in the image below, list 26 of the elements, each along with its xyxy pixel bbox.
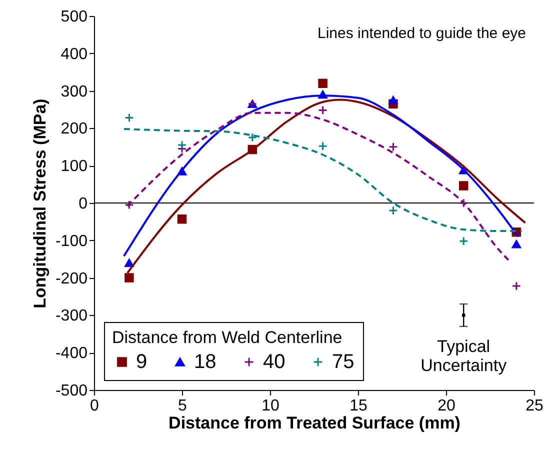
- x-tick-label: 15: [350, 398, 368, 414]
- legend-title: Distance from Weld Centerline: [112, 328, 342, 347]
- legend-label: 9: [136, 351, 148, 373]
- y-tick-label: -100: [55, 232, 88, 250]
- annotation: Typical Uncertainty: [420, 337, 508, 376]
- y-tick-label: 400: [60, 46, 88, 63]
- y-axis-title: Longitudinal Stress (MPa): [30, 98, 50, 308]
- y-tick-label: -200: [55, 270, 88, 288]
- y-tick-label: 0: [78, 196, 88, 212]
- x-tick-label: 25: [526, 398, 544, 414]
- legend-label: 40: [263, 351, 286, 373]
- x-tick-label: 10: [262, 398, 280, 414]
- legend-label: 18: [194, 351, 216, 373]
- legend-label: 75: [332, 351, 354, 373]
- annotation: Lines intended to guide the eye: [318, 25, 526, 42]
- y-tick-label: -400: [55, 345, 88, 362]
- y-tick-label: 300: [60, 83, 88, 100]
- y-tick-label: -500: [55, 382, 88, 400]
- x-axis-title: Distance from Treated Surface (mm): [168, 414, 460, 432]
- x-tick-label: 5: [178, 398, 188, 414]
- y-tick-label: 200: [60, 120, 88, 138]
- y-tick-label: 100: [60, 158, 88, 176]
- x-tick-label: 20: [438, 398, 456, 414]
- x-tick-label: 0: [90, 398, 100, 414]
- y-tick-label: 500: [60, 8, 88, 26]
- y-tick-label: -300: [55, 308, 88, 325]
